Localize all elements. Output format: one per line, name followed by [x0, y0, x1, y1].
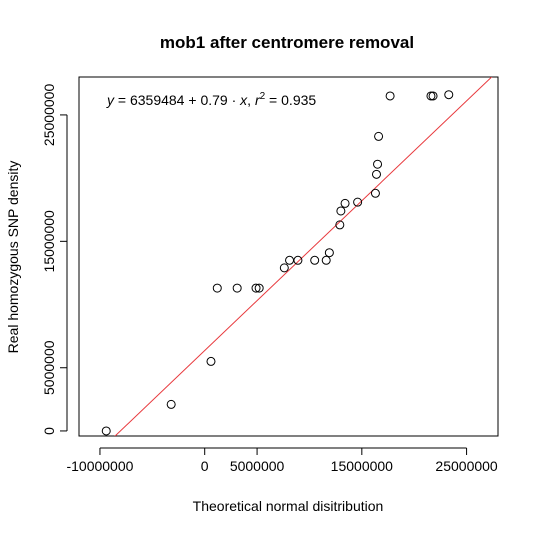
data-point: [353, 197, 363, 207]
data-point: [293, 255, 303, 265]
chart-title: mob1 after centromere removal: [160, 33, 414, 52]
eq-x-var: x: [239, 92, 248, 108]
data-point: [374, 131, 384, 141]
x-axis-label: Theoretical normal disitribution: [193, 498, 384, 514]
data-point: [279, 263, 289, 273]
data-point: [212, 283, 222, 293]
data-point: [385, 91, 395, 101]
y-axis-label: Real homozygous SNP density: [5, 161, 21, 354]
eq-intercept: 6359484: [130, 92, 185, 108]
x-tick-label: -10000000: [66, 458, 133, 474]
y-tick-label: 25000000: [41, 84, 57, 147]
eq-r2-var: r: [255, 92, 261, 108]
eq-r2-value: 0.935: [281, 92, 316, 108]
x-tick-label: 0: [201, 458, 209, 474]
eq-comma: ,: [247, 92, 255, 108]
eq-slope: 0.79: [200, 92, 227, 108]
data-point: [285, 255, 295, 265]
data-point: [444, 90, 454, 100]
data-point: [254, 283, 264, 293]
y-tick-label: 5000000: [41, 340, 57, 395]
data-point: [370, 188, 380, 198]
plot-frame: [78, 76, 499, 437]
data-point: [336, 206, 346, 216]
regression-equation: y = 6359484 + 0.79 · x, r2 = 0.935: [106, 91, 316, 108]
data-point: [101, 426, 111, 436]
eq-r2-exp: 2: [260, 91, 266, 102]
data-point: [251, 283, 261, 293]
eq-equals: =: [114, 92, 130, 108]
data-point: [371, 169, 381, 179]
x-tick-label: 5000000: [230, 458, 285, 474]
y-tick-label: 0: [41, 427, 57, 435]
data-point: [324, 248, 334, 258]
eq-dot: ·: [228, 92, 240, 108]
eq-r2-equals: =: [265, 92, 281, 108]
data-point: [206, 356, 216, 366]
data-point: [321, 255, 331, 265]
data-point: [340, 198, 350, 208]
data-point: [428, 91, 438, 101]
data-point: [373, 159, 383, 169]
data-point: [335, 220, 345, 230]
eq-y-var: y: [106, 92, 115, 108]
data-point: [310, 255, 320, 265]
x-tick-label: 15000000: [331, 458, 394, 474]
y-tick-label: 15000000: [41, 210, 57, 273]
x-tick-label: 25000000: [435, 458, 498, 474]
eq-plus: +: [184, 92, 200, 108]
data-point: [166, 399, 176, 409]
data-point: [232, 283, 242, 293]
data-point: [426, 91, 436, 101]
regression-line: [114, 77, 493, 436]
